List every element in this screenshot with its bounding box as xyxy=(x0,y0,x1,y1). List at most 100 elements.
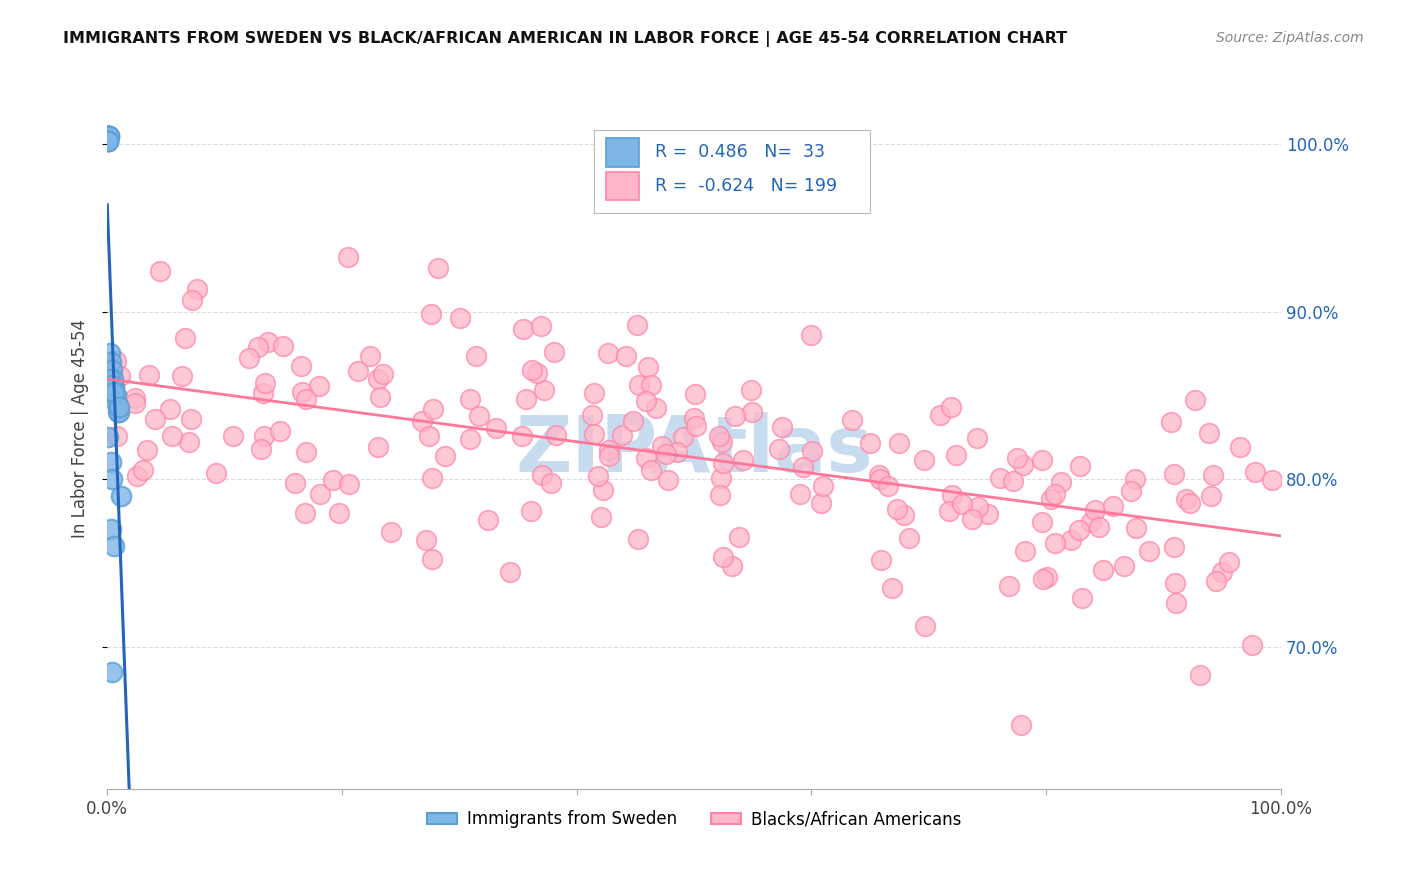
Point xyxy=(510,429,533,443)
Point xyxy=(636,451,658,466)
Point xyxy=(380,525,402,540)
Point xyxy=(621,413,644,427)
Point xyxy=(533,383,555,397)
Point xyxy=(859,436,882,450)
Point xyxy=(654,446,676,460)
Point xyxy=(1201,489,1223,503)
Point xyxy=(685,386,707,401)
Point xyxy=(1160,415,1182,429)
Point xyxy=(107,405,129,419)
Point xyxy=(98,128,121,143)
Point xyxy=(418,428,440,442)
Y-axis label: In Labor Force | Age 45-54: In Labor Force | Age 45-54 xyxy=(72,319,89,539)
Point xyxy=(97,128,120,143)
Point xyxy=(610,428,633,442)
Point xyxy=(426,260,449,275)
Point xyxy=(581,408,603,422)
Point xyxy=(1164,576,1187,591)
Point xyxy=(97,128,120,143)
Point xyxy=(346,364,368,378)
Point xyxy=(1005,450,1028,465)
Point xyxy=(499,566,522,580)
Point xyxy=(105,397,128,411)
Point xyxy=(97,128,120,143)
Point xyxy=(941,400,963,414)
Legend: Immigrants from Sweden, Blacks/African Americans: Immigrants from Sweden, Blacks/African A… xyxy=(420,804,967,835)
Point xyxy=(810,496,832,510)
Point xyxy=(1036,570,1059,584)
Point xyxy=(97,128,120,143)
Point xyxy=(271,339,294,353)
Point xyxy=(941,488,963,502)
Point xyxy=(768,442,790,456)
Point xyxy=(657,473,679,487)
Point xyxy=(98,346,121,360)
Point xyxy=(914,619,936,633)
Point xyxy=(1163,467,1185,482)
Point xyxy=(598,443,620,458)
Point xyxy=(415,533,437,547)
Point xyxy=(967,500,990,514)
Point xyxy=(1166,596,1188,610)
Point xyxy=(125,469,148,483)
Point xyxy=(1184,393,1206,408)
Point xyxy=(1198,425,1220,440)
Point xyxy=(103,384,125,399)
Point xyxy=(592,483,614,497)
Point xyxy=(841,413,863,427)
Point xyxy=(149,264,172,278)
Point xyxy=(269,424,291,438)
Point xyxy=(162,428,184,442)
Point xyxy=(512,322,534,336)
Point xyxy=(104,388,127,402)
Point xyxy=(530,318,553,333)
Point xyxy=(1112,558,1135,573)
Point xyxy=(108,368,131,383)
Text: R =  0.486   N=  33: R = 0.486 N= 33 xyxy=(655,143,825,161)
Point xyxy=(104,354,127,368)
Point xyxy=(645,401,668,415)
Point xyxy=(1069,523,1091,537)
Point xyxy=(811,479,834,493)
Point xyxy=(893,508,915,523)
Point xyxy=(583,427,606,442)
Point xyxy=(1088,520,1111,534)
Point xyxy=(938,504,960,518)
Point xyxy=(257,334,280,349)
Point xyxy=(889,435,911,450)
Point xyxy=(98,384,121,399)
Point xyxy=(290,385,312,400)
Point xyxy=(254,376,277,390)
Point xyxy=(367,440,389,454)
Point xyxy=(1071,591,1094,605)
Point xyxy=(546,427,568,442)
Point xyxy=(988,471,1011,485)
Point xyxy=(477,513,499,527)
Point xyxy=(540,475,562,490)
Point xyxy=(710,434,733,449)
Point xyxy=(928,409,950,423)
Point xyxy=(359,350,381,364)
Point xyxy=(1244,465,1267,479)
Point xyxy=(586,469,609,483)
Point xyxy=(238,351,260,365)
Point xyxy=(640,378,662,392)
Point xyxy=(598,450,620,464)
Point xyxy=(869,472,891,486)
Point xyxy=(1031,453,1053,467)
Point xyxy=(627,532,650,546)
Point xyxy=(124,396,146,410)
Point xyxy=(526,366,548,380)
FancyBboxPatch shape xyxy=(595,129,870,212)
Point xyxy=(1174,491,1197,506)
Point xyxy=(290,359,312,373)
Point xyxy=(252,386,274,401)
Point xyxy=(101,378,124,392)
Point xyxy=(100,355,122,369)
Point xyxy=(1211,565,1233,579)
Point xyxy=(728,530,751,544)
Point xyxy=(710,471,733,485)
Point xyxy=(97,128,120,143)
Text: R =  -0.624   N= 199: R = -0.624 N= 199 xyxy=(655,177,838,195)
Point xyxy=(422,402,444,417)
